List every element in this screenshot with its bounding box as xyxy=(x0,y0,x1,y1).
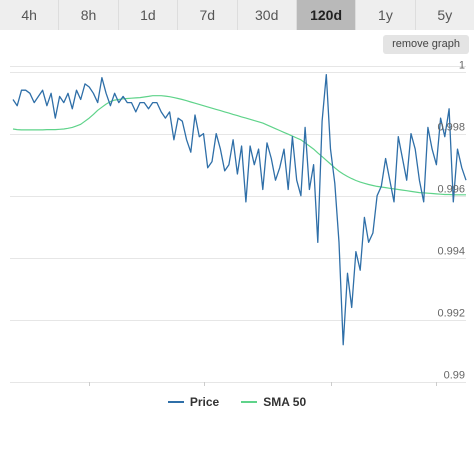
tab-1d[interactable]: 1d xyxy=(118,0,179,30)
chart-legend: Price SMA 50 xyxy=(0,392,474,412)
tab-5y[interactable]: 5y xyxy=(415,0,474,30)
y-axis-labels: 0.99 0.992 0.994 0.996 0.998 1 xyxy=(437,60,465,382)
legend-label-price: Price xyxy=(189,395,220,409)
y-tick-label: 0.99 xyxy=(444,370,465,382)
legend-swatch-price xyxy=(167,401,184,403)
price-chart: Dec '25Jan '26Feb '26Mar '26 0.990.9920.… xyxy=(10,60,467,386)
tab-7d[interactable]: 7d xyxy=(178,0,238,30)
tab-120d[interactable]: 120d xyxy=(296,0,357,30)
price-series-line xyxy=(12,73,467,346)
y-tick-label: 1 xyxy=(459,60,465,72)
chart-grid xyxy=(10,66,466,383)
x-axis: Dec '25Jan '26Feb '26Mar '26 xyxy=(89,382,437,386)
y-tick-label: 0.998 xyxy=(437,122,465,134)
legend-item-price[interactable]: Price xyxy=(167,395,220,409)
legend-item-sma[interactable]: SMA 50 xyxy=(241,395,306,409)
legend-label-sma: SMA 50 xyxy=(263,395,307,409)
y-tick-label: 0.994 xyxy=(437,246,465,258)
range-tabs: 4h 8h 1d 7d 30d 120d 1y 5y xyxy=(0,0,474,30)
tab-4h[interactable]: 4h xyxy=(0,0,60,30)
tab-1y[interactable]: 1y xyxy=(356,0,416,30)
chart-series xyxy=(12,73,467,346)
legend-swatch-sma xyxy=(241,401,258,403)
sma-50-series-line xyxy=(12,95,466,196)
remove-graph-button[interactable]: remove graph xyxy=(383,35,469,54)
tab-30d[interactable]: 30d xyxy=(237,0,297,30)
y-tick-label: 0.992 xyxy=(437,308,465,320)
tab-8h[interactable]: 8h xyxy=(59,0,119,30)
y-tick-label: 0.996 xyxy=(437,184,465,196)
